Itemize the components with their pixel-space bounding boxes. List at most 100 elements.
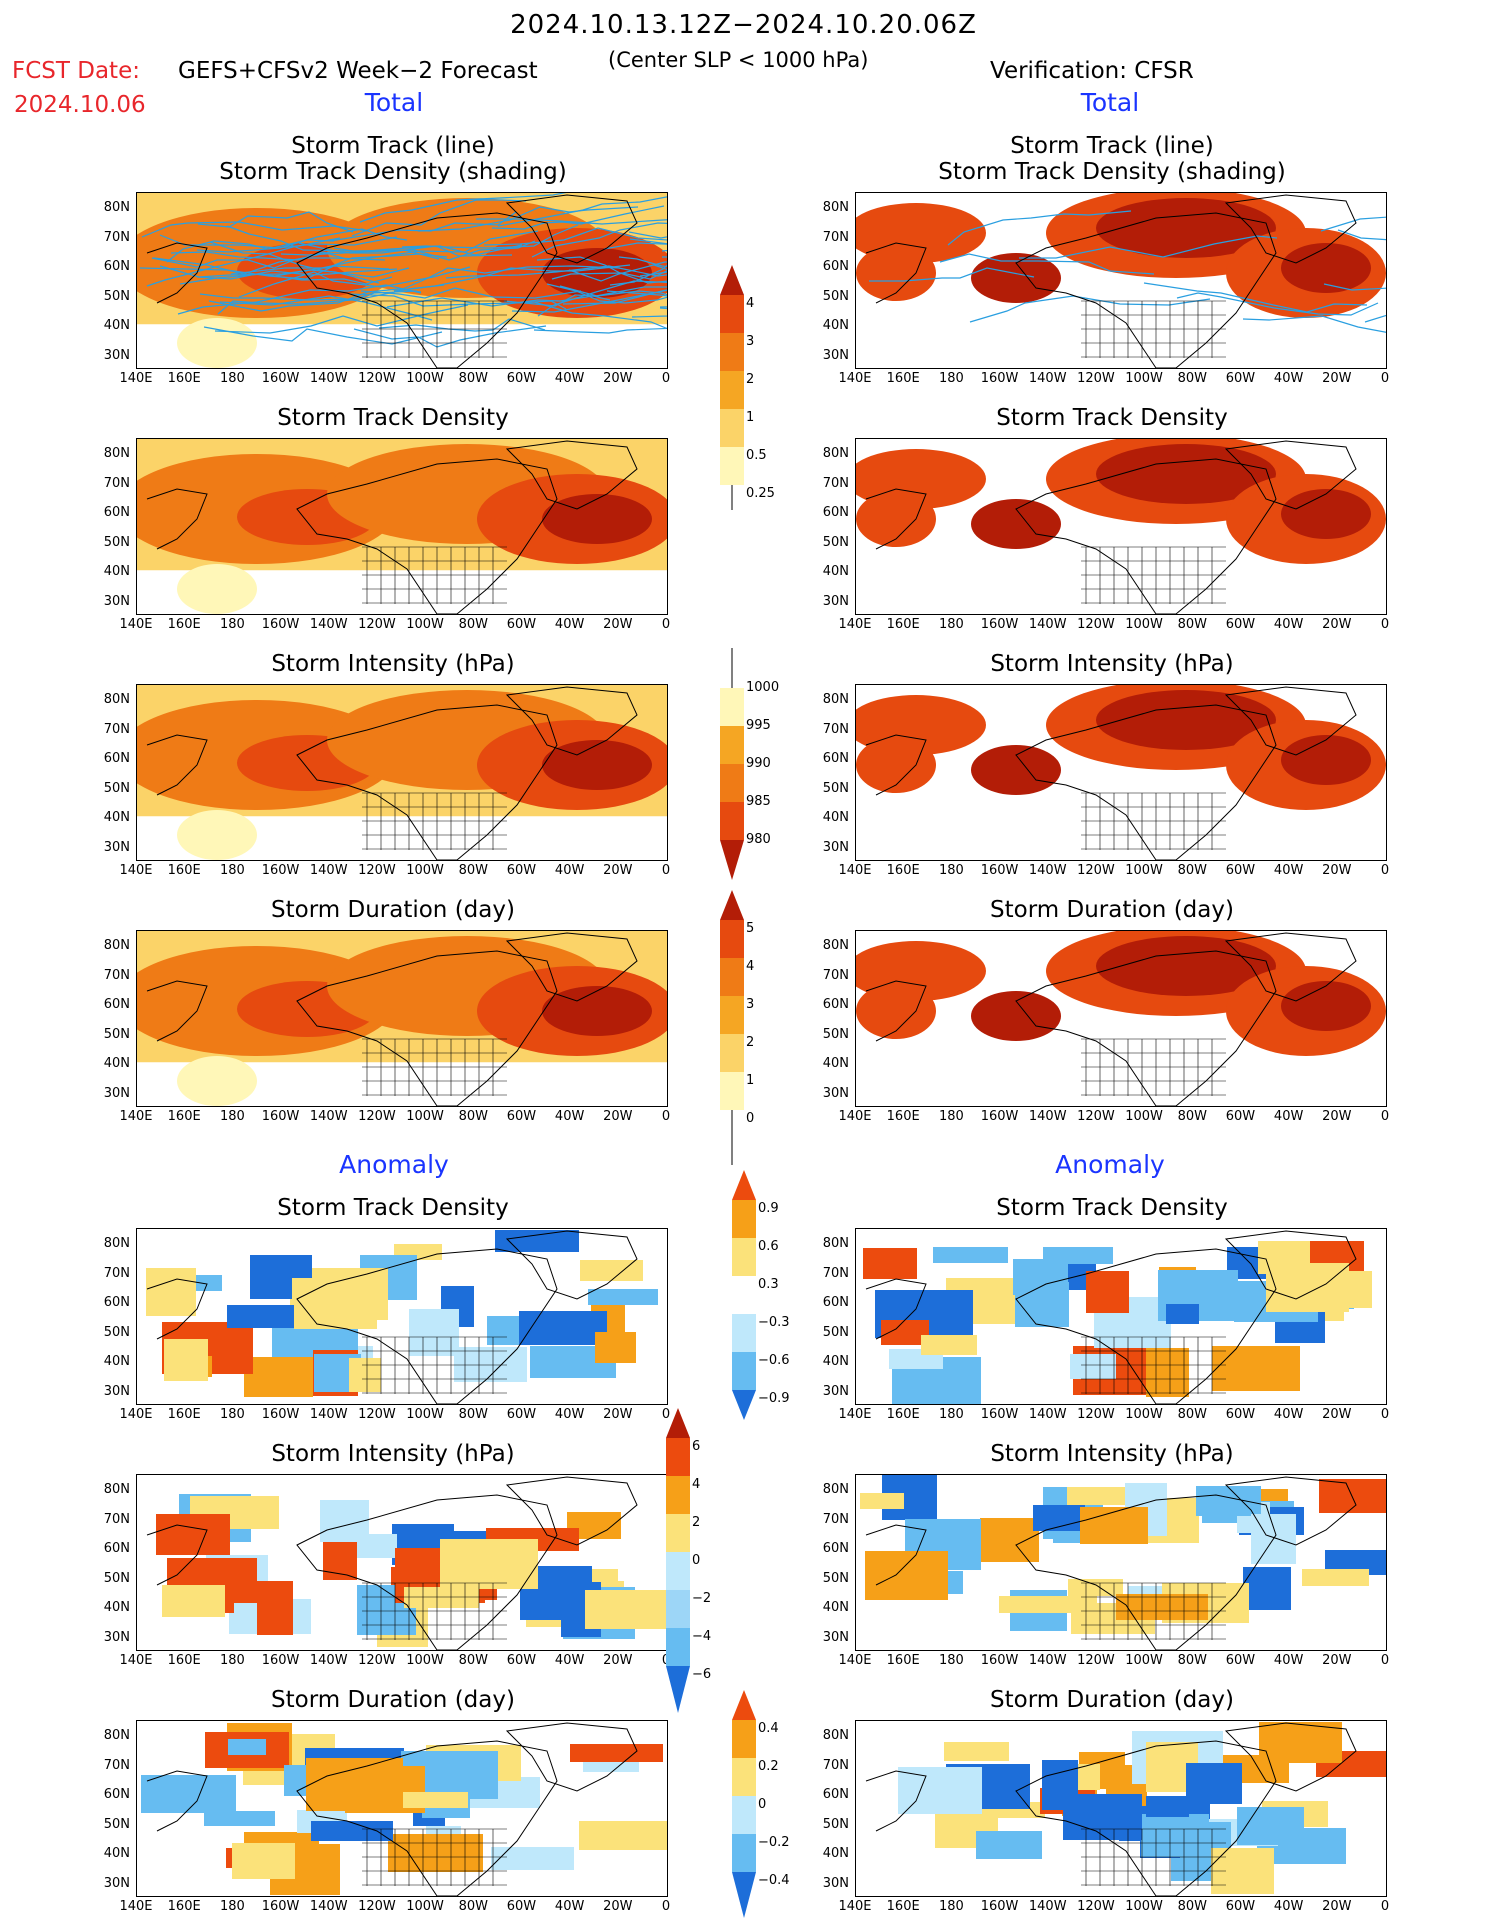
cb-ia-3: 0 [692, 1553, 701, 1568]
title-track-shading-left: Storm Track Density (shading) [219, 159, 567, 185]
lat-label: 60N [822, 1295, 849, 1310]
lon-label: 40W [554, 1899, 585, 1914]
cb-da-2: 0.3 [758, 1277, 779, 1292]
lon-label: 60W [1225, 863, 1256, 878]
lon-label: 140W [309, 1899, 348, 1914]
lat-label: 30N [822, 1383, 849, 1399]
lat-label: 80N [103, 1236, 130, 1251]
lon-label: 160W [980, 1407, 1019, 1422]
lat-label: 70N [103, 721, 130, 737]
lon-label: 120W [358, 1899, 396, 1914]
lon-label: 160W [980, 1653, 1019, 1668]
lon-label: 180 [219, 1899, 245, 1914]
lon-label: 20W [1322, 371, 1352, 386]
lon-label: 100W [1125, 617, 1163, 632]
lon-label: 40W [554, 617, 585, 632]
lon-label: 60W [1225, 1653, 1256, 1668]
cb-ut-1: 4 [746, 959, 755, 974]
lon-label: 160W [261, 1899, 300, 1914]
lon-label: 120W [358, 1407, 396, 1422]
lon-label: 20W [603, 371, 633, 386]
cb-it-4: 980 [746, 832, 771, 847]
cb-ut-2: 3 [746, 997, 755, 1012]
lon-label: 140E [838, 617, 872, 632]
lon-label: 140W [1028, 863, 1067, 878]
lat-label: 50N [103, 288, 130, 304]
lat-label: 80N [822, 446, 849, 461]
lon-label: 80W [1177, 863, 1207, 878]
lat-label: 30N [103, 1875, 130, 1891]
lat-label: 30N [103, 1629, 130, 1645]
lat-label: 50N [822, 534, 849, 550]
lon-label: 180 [938, 1407, 964, 1422]
lat-label: 80N [103, 1728, 130, 1743]
lon-label: 160W [980, 371, 1019, 386]
lat-label: 60N [103, 1541, 130, 1556]
lon-label: 0 [1380, 371, 1390, 386]
lat-label: 50N [103, 1026, 130, 1042]
title-intensity-left: Storm Intensity (hPa) [271, 651, 515, 677]
cb-da-5: −0.9 [758, 1391, 790, 1406]
lon-label: 160W [261, 617, 300, 632]
lon-label: 160E [167, 863, 201, 878]
lon-label: 20W [1322, 1899, 1352, 1914]
lon-label: 60W [506, 1407, 537, 1422]
lat-label: 60N [103, 259, 130, 274]
lat-label: 50N [103, 534, 130, 550]
lon-label: 140E [119, 1653, 153, 1668]
lon-label: 0 [661, 1407, 671, 1422]
lon-label: 40W [554, 863, 585, 878]
cb-ua-2: 0 [758, 1797, 767, 1812]
lon-label: 100W [406, 617, 444, 632]
colorbar-density-anom [732, 1170, 756, 1420]
lat-label: 70N [103, 229, 130, 245]
lat-label: 60N [103, 997, 130, 1012]
lon-label: 100W [406, 1407, 444, 1422]
lat-label: 50N [822, 288, 849, 304]
lon-label: 140E [119, 371, 153, 386]
lat-label: 60N [822, 505, 849, 520]
lon-label: 140E [119, 1407, 153, 1422]
lat-label: 70N [103, 1511, 130, 1527]
lat-label: 40N [822, 1846, 849, 1861]
lon-label: 140W [1028, 1653, 1067, 1668]
lon-label: 60W [1225, 1109, 1256, 1124]
lon-label: 40W [1273, 1109, 1304, 1124]
lat-label: 70N [822, 1265, 849, 1281]
lon-label: 20W [603, 863, 633, 878]
lon-label: 40W [1273, 1653, 1304, 1668]
lon-label: 140E [838, 1109, 872, 1124]
lat-label: 30N [822, 347, 849, 363]
fcst-date: 2024.10.06 [14, 92, 146, 118]
lon-label: 120W [358, 371, 396, 386]
lon-label: 100W [406, 1653, 444, 1668]
lon-label: 80W [1177, 371, 1207, 386]
lon-label: 40W [1273, 371, 1304, 386]
cb-ut-3: 2 [746, 1035, 755, 1050]
lon-label: 20W [603, 1899, 633, 1914]
lat-label: 60N [822, 259, 849, 274]
lat-label: 60N [822, 997, 849, 1012]
lon-label: 180 [938, 371, 964, 386]
lon-label: 140W [1028, 1899, 1067, 1914]
lon-label: 180 [219, 1109, 245, 1124]
lon-label: 0 [1380, 863, 1390, 878]
cb-it-1: 995 [746, 718, 771, 733]
map-panel-aduration-verification [855, 1720, 1387, 1897]
section-anomaly-right: Anomaly [1055, 1150, 1165, 1179]
lat-label: 80N [822, 692, 849, 707]
lat-label: 50N [822, 1324, 849, 1340]
lon-label: 160W [980, 1899, 1019, 1914]
lat-label: 80N [103, 692, 130, 707]
cb-ua-4: −0.4 [758, 1873, 790, 1888]
lat-label: 40N [103, 564, 130, 579]
lat-label: 50N [103, 1324, 130, 1340]
lat-label: 60N [822, 1787, 849, 1802]
lon-label: 160E [167, 1899, 201, 1914]
lon-label: 120W [358, 863, 396, 878]
main-title: 2024.10.13.12Z−2024.10.20.06Z [510, 10, 977, 40]
lat-label: 40N [822, 564, 849, 579]
lat-label: 40N [822, 318, 849, 333]
cb-ia-5: −4 [692, 1629, 712, 1644]
lon-label: 140E [838, 371, 872, 386]
